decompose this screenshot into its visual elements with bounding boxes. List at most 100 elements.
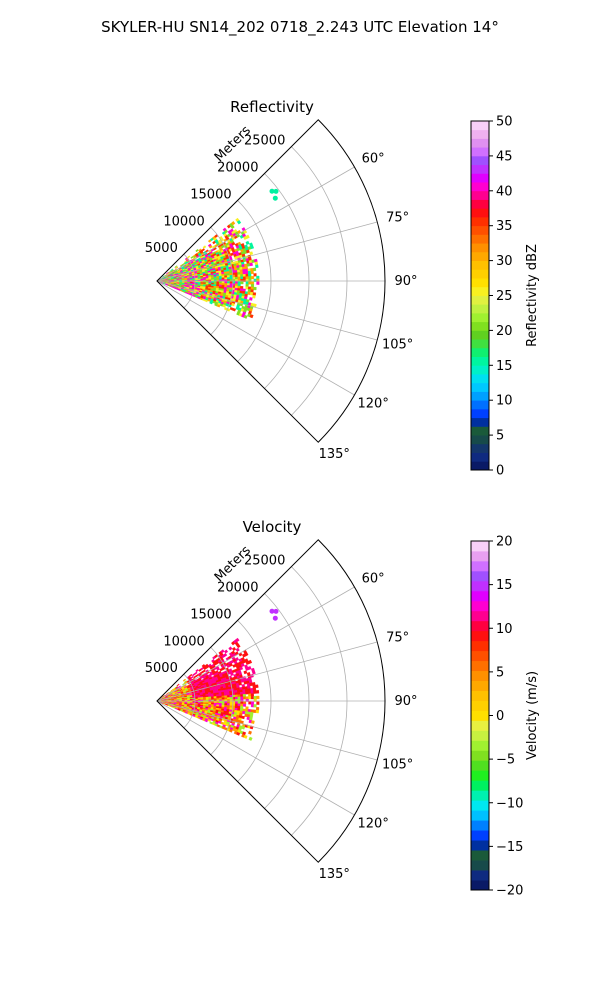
radar-gate-639	[245, 691, 248, 694]
azimuth-tick-label: 120°	[358, 397, 389, 412]
colorbar-swatch-20	[471, 287, 489, 296]
colorbar-swatch-6	[471, 820, 489, 830]
colorbar-swatch-27	[471, 611, 489, 621]
colorbar-swatch-30	[471, 200, 489, 209]
radar-gate-969	[252, 295, 255, 298]
azimuth-tick-label: 90°	[394, 274, 417, 289]
radar-gate-712	[246, 697, 249, 700]
radar-gate-1131	[242, 726, 245, 729]
colorbar-swatch-28	[471, 601, 489, 611]
colorbar-swatch-10	[471, 374, 489, 383]
colorbar-swatch-31	[471, 191, 489, 200]
colorbar-tick-label: 15	[496, 359, 513, 374]
radar-gate-893	[256, 710, 259, 713]
radar-gate-708	[222, 278, 225, 280]
colorbar-swatch-33	[471, 173, 489, 182]
radar-gate-31	[229, 647, 233, 651]
radar-gate-792	[251, 282, 254, 285]
colorbar-swatch-15	[471, 730, 489, 740]
isolated-echo-2	[274, 609, 279, 614]
radar-gate-679	[240, 274, 243, 277]
radar-gate-254	[246, 241, 250, 245]
colorbar-tick-label: 50	[496, 115, 513, 130]
radar-gate-826	[251, 284, 254, 287]
radar-gate-713	[249, 696, 252, 699]
colorbar-swatch-5	[471, 830, 489, 840]
colorbar-swatch-0	[471, 880, 489, 890]
radar-gate-678	[251, 694, 254, 697]
radar-gate-682	[248, 274, 251, 277]
colorbar-swatch-6	[471, 409, 489, 418]
colorbar-swatch-18	[471, 304, 489, 313]
colorbar-swatch-31	[471, 571, 489, 581]
colorbar-swatch-15	[471, 330, 489, 339]
radar-gate-714	[238, 277, 241, 279]
colorbar-swatch-7	[471, 810, 489, 820]
colorbar-swatch-28	[471, 217, 489, 226]
radar-gate-605	[253, 688, 256, 691]
radar-gate-568	[255, 685, 258, 688]
colorbar-swatch-38	[471, 130, 489, 139]
radar-gate-708	[235, 697, 238, 699]
radar-gate-716	[243, 277, 246, 280]
range-tick-label: 10000	[163, 214, 204, 229]
panel-title: Reflectivity	[230, 98, 314, 116]
radar-gate-789	[241, 282, 244, 284]
radar-gate-1	[177, 684, 180, 686]
range-tick-label: 15000	[190, 187, 231, 202]
colorbar-swatch-20	[471, 681, 489, 691]
radar-gate-780	[235, 702, 238, 704]
radar-gate-783	[225, 282, 228, 284]
range-tick-label: 15000	[190, 607, 231, 622]
radar-gate-4	[189, 674, 192, 677]
azimuth-spoke-3	[157, 281, 377, 340]
colorbar-swatch-25	[471, 243, 489, 252]
colorbar-swatch-23	[471, 651, 489, 661]
radar-gate-793	[257, 282, 260, 285]
radar-gate-785	[251, 702, 254, 705]
radar-gate-680	[243, 274, 246, 277]
radar-gate-818	[222, 283, 225, 285]
colorbar-tick-label: 40	[496, 184, 513, 199]
radar-gate-321	[248, 666, 251, 670]
radar-gate-709	[238, 697, 241, 699]
radar-gate-605	[237, 270, 240, 273]
azimuth-tick-label: 90°	[394, 694, 417, 709]
azimuth-tick-label: 105°	[382, 337, 413, 352]
panel-title: Velocity	[243, 518, 302, 536]
colorbar-swatch-16	[471, 322, 489, 331]
radar-gate-782	[241, 702, 244, 704]
figure-title: SKYLER-HU SN14_202 0718_2.243 UTC Elevat…	[101, 18, 499, 37]
colorbar-tick-label: 30	[496, 254, 513, 269]
azimuth-spoke-1	[157, 642, 377, 701]
colorbar-tick-label: 20	[496, 535, 513, 550]
radar-gate-706	[230, 697, 233, 699]
radar-gate-36	[202, 249, 205, 252]
azimuth-tick-label: 135°	[319, 447, 350, 462]
radar-gate-1004	[249, 297, 252, 300]
radar-gate-666	[217, 696, 220, 698]
colorbar-swatch-8	[471, 800, 489, 810]
radar-gate-698	[209, 698, 212, 700]
radar-gate-818	[240, 704, 243, 707]
radar-gate-643	[240, 272, 243, 275]
radar-gate-788	[238, 282, 241, 284]
azimuth-spoke-1	[157, 222, 377, 281]
colorbar-swatch-21	[471, 671, 489, 681]
azimuth-tick-label: 120°	[358, 817, 389, 832]
colorbar-swatch-36	[471, 147, 489, 156]
colorbar-tick-label: 10	[496, 622, 513, 637]
colorbar-swatch-24	[471, 252, 489, 261]
colorbar-swatch-4	[471, 426, 489, 435]
colorbar-swatch-35	[471, 156, 489, 165]
radar-gate-718	[249, 276, 252, 279]
radar-gate-599	[237, 690, 240, 693]
colorbar-swatch-0	[471, 461, 489, 470]
radar-gate-858	[240, 286, 243, 289]
colorbar-swatch-33	[471, 551, 489, 561]
radar-gate-711	[230, 277, 233, 279]
radar-gate-637	[240, 692, 243, 695]
